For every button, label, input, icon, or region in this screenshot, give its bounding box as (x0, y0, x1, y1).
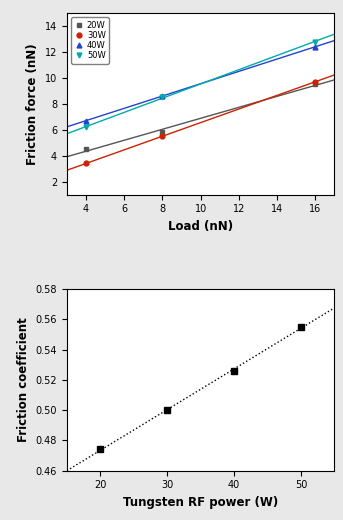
40W (313, 44, 317, 50)
Line: 50W: 50W (84, 39, 318, 129)
Line: 20W: 20W (84, 82, 318, 152)
50W (161, 94, 165, 100)
40W (84, 118, 88, 124)
Y-axis label: Friction force (nN): Friction force (nN) (26, 43, 39, 165)
Y-axis label: Friction coefficient: Friction coefficient (17, 317, 30, 442)
Line: 40W: 40W (84, 44, 318, 123)
20W (161, 129, 165, 135)
30W (313, 79, 317, 85)
X-axis label: Tungsten RF power (W): Tungsten RF power (W) (123, 496, 278, 509)
50W (313, 38, 317, 45)
X-axis label: Load (nN): Load (nN) (168, 220, 233, 233)
20W (84, 146, 88, 152)
50W (84, 124, 88, 131)
20W (313, 81, 317, 87)
Line: 30W: 30W (84, 80, 318, 166)
40W (161, 93, 165, 99)
Legend: 20W, 30W, 40W, 50W: 20W, 30W, 40W, 50W (71, 17, 109, 63)
30W (84, 160, 88, 166)
30W (161, 133, 165, 139)
